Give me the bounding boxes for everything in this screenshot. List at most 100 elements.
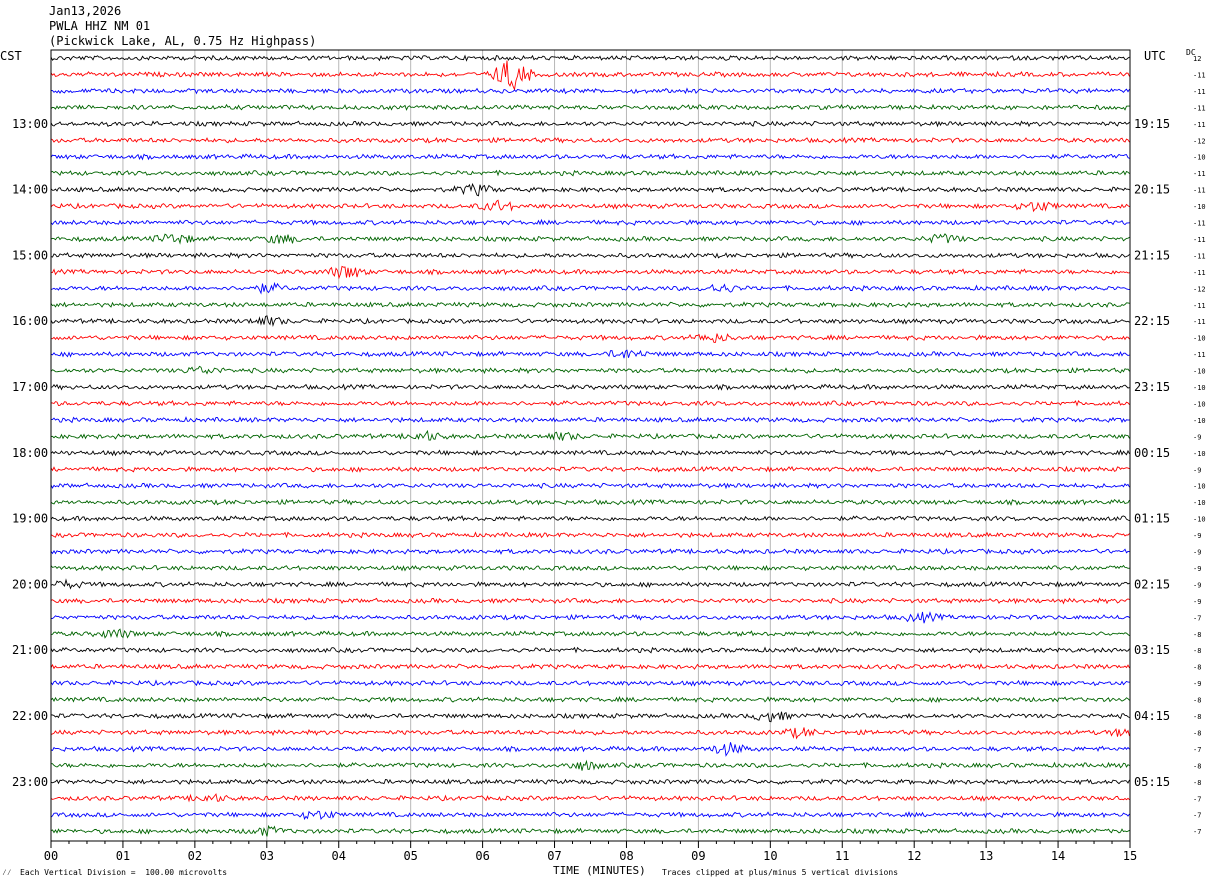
right-hour-labels: 19:15 20:15 21:15 22:15 23:15 00:15 01:15 02:15…: [1134, 117, 1170, 789]
dc-offset-45: -8: [1193, 779, 1201, 787]
trace-23: [50, 416, 1130, 424]
left-hour-19:00: 19:00: [12, 512, 48, 526]
trace-6: [50, 136, 1130, 144]
left-hour-15:00: 15:00: [12, 248, 48, 262]
trace-10: [50, 199, 1130, 213]
dc-offset-15: -12: [1193, 285, 1206, 293]
right-hour-02:15: 02:15: [1134, 577, 1170, 591]
dc-offset-34: -9: [1193, 598, 1201, 606]
dc-offset-28: -10: [1193, 499, 1206, 507]
trace-15: [50, 281, 1130, 295]
left-hour-16:00: 16:00: [12, 314, 48, 328]
left-hour-labels: 13:00 14:00 15:00 16:00 17:00 18:00 19:00 20:00…: [12, 117, 48, 789]
dc-offset-33: -9: [1193, 581, 1201, 589]
trace-22: [50, 399, 1130, 407]
x-tick-label-03: 03: [260, 849, 274, 863]
trace-27: [50, 482, 1130, 490]
x-tick-label-09: 09: [691, 849, 705, 863]
dc-offset-44: -8: [1193, 762, 1201, 770]
left-hour-23:00: 23:00: [12, 775, 48, 789]
x-tick-label-04: 04: [332, 849, 346, 863]
x-tick-label-14: 14: [1051, 849, 1065, 863]
trace-26: [50, 465, 1130, 473]
plot-border: [50, 49, 1131, 842]
station-location: (Pickwick Lake, AL, 0.75 Hz Highpass): [49, 34, 317, 48]
plot-frame: [50, 49, 1131, 842]
x-tick-label-10: 10: [763, 849, 777, 863]
left-hour-18:00: 18:00: [12, 446, 48, 460]
dc-offset-9: -11: [1193, 187, 1206, 195]
dc-offset-39: -9: [1193, 680, 1201, 688]
trace-7: [50, 153, 1130, 161]
dc-offset-21: -10: [1193, 384, 1206, 392]
trace-21: [50, 383, 1130, 391]
trace-25: [50, 449, 1130, 457]
dc-offset-41: -8: [1193, 713, 1201, 721]
trace-38: [50, 663, 1130, 671]
left-timezone-label: CST: [0, 49, 22, 63]
trace-30: [50, 531, 1130, 539]
dc-offset-42: -8: [1193, 729, 1201, 737]
dc-offset-20: -10: [1193, 368, 1206, 376]
trace-9: [50, 182, 1130, 197]
plot-date: Jan13,2026: [49, 4, 122, 18]
right-hour-04:15: 04:15: [1134, 709, 1170, 723]
trace-34: [50, 597, 1130, 605]
dc-offset-30: -9: [1193, 532, 1201, 540]
trace-45: [50, 778, 1130, 786]
right-timezone-label: UTC: [1144, 49, 1166, 63]
dc-offset-31: -9: [1193, 549, 1201, 557]
dc-offset-7: -10: [1193, 154, 1206, 162]
x-tick-label-02: 02: [188, 849, 202, 863]
trace-47: [50, 810, 1130, 821]
trace-35: [50, 611, 1130, 624]
dc-offset-46: -7: [1193, 795, 1201, 803]
corner-mark: ⁄⁄: [2, 868, 12, 877]
trace-12: [50, 233, 1130, 245]
trace-32: [50, 564, 1130, 572]
x-tick-label-08: 08: [619, 849, 633, 863]
x-tick-label-01: 01: [116, 849, 130, 863]
dc-offset-2: -11: [1193, 71, 1206, 79]
clipping-note: Traces clipped at plus/minus 5 vertical …: [662, 868, 899, 877]
seismic-traces: [50, 54, 1130, 837]
trace-41: [50, 711, 1130, 723]
trace-31: [50, 547, 1130, 555]
x-tick-label-11: 11: [835, 849, 849, 863]
dc-offset-4: -11: [1193, 104, 1206, 112]
x-axis-title: TIME (MINUTES): [553, 864, 646, 877]
dc-offset-3: -11: [1193, 88, 1206, 96]
dc-offset-13: -11: [1193, 252, 1206, 260]
x-tick-label-05: 05: [403, 849, 417, 863]
dc-offset-22: -10: [1193, 400, 1206, 408]
trace-36: [50, 628, 1130, 639]
dc-offset-25: -10: [1193, 450, 1206, 458]
x-tick-label-12: 12: [907, 849, 921, 863]
dc-offset-24: -9: [1193, 433, 1201, 441]
trace-16: [50, 301, 1130, 309]
right-hour-03:15: 03:15: [1134, 643, 1170, 657]
scale-note: Each Vertical Division = 100.00 microvol…: [20, 868, 228, 877]
trace-17: [50, 315, 1130, 328]
trace-14: [51, 265, 1130, 280]
trace-46: [50, 793, 1130, 803]
trace-24: [50, 429, 1130, 441]
x-axis-ticks: 00 01 02 03 04 05 06 07 08 09 10 11 12 13 14 15: [44, 841, 1137, 863]
dc-offset-26: -9: [1193, 466, 1201, 474]
dc-offset-6: -12: [1193, 137, 1206, 145]
trace-5: [50, 120, 1130, 128]
right-hour-20:15: 20:15: [1134, 183, 1170, 197]
minute-grid: [122, 50, 1059, 841]
trace-33: [50, 578, 1130, 590]
dc-offset-14: -11: [1193, 269, 1206, 277]
trace-40: [50, 695, 1130, 704]
trace-29: [50, 515, 1130, 522]
trace-13: [50, 251, 1130, 259]
right-hour-23:15: 23:15: [1134, 380, 1170, 394]
trace-43: [50, 742, 1130, 757]
dc-offset-23: -10: [1193, 417, 1206, 425]
dc-offset-40: -8: [1193, 697, 1201, 705]
right-hour-21:15: 21:15: [1134, 248, 1170, 262]
left-hour-13:00: 13:00: [12, 117, 48, 131]
